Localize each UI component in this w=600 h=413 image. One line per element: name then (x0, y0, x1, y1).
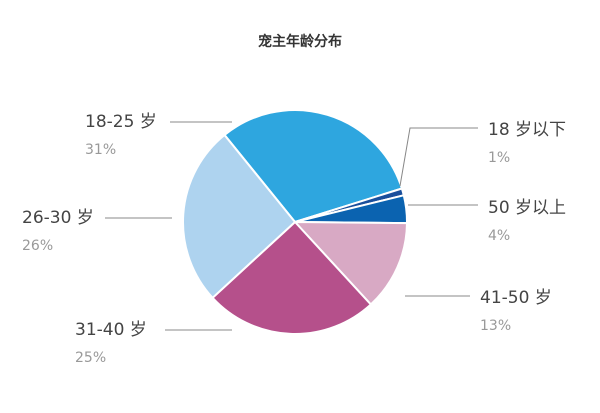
slice-label: 18-25 岁 (85, 112, 157, 132)
leader-line (399, 127, 478, 187)
slice-label: 41-50 岁 (480, 288, 552, 308)
slice-value-label: 26% (22, 238, 53, 254)
slice-label: 26-30 岁 (22, 208, 94, 228)
pie-slice (182, 133, 297, 300)
slice-label: 18 岁以下 (488, 120, 566, 140)
chart-title: 宠主年龄分布 (258, 33, 342, 50)
slice-value-label: 31% (85, 142, 116, 158)
slice-value-label: 1% (488, 150, 510, 166)
slice-value-label: 4% (488, 228, 510, 244)
slice-value-label: 13% (480, 318, 511, 334)
slice-label: 50 岁以上 (488, 198, 566, 218)
pie-slice (223, 109, 404, 224)
pie-slice (211, 220, 373, 335)
slice-label: 31-40 岁 (75, 320, 147, 340)
slice-value-label: 25% (75, 350, 106, 366)
pie-slice (292, 220, 409, 306)
